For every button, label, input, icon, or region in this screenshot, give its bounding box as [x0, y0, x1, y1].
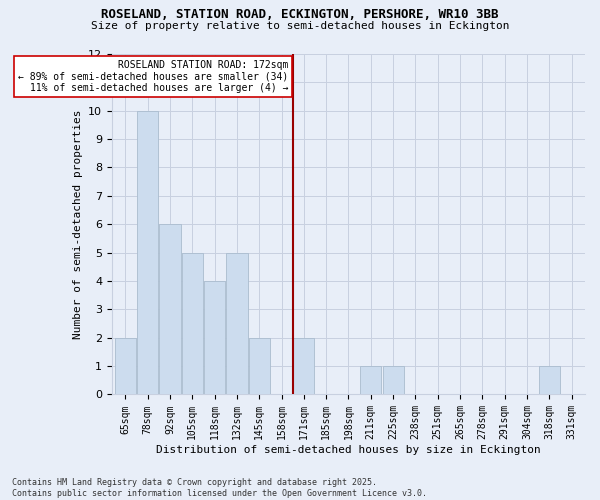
Bar — [115, 338, 136, 394]
Bar — [137, 110, 158, 395]
X-axis label: Distribution of semi-detached houses by size in Eckington: Distribution of semi-detached houses by … — [156, 445, 541, 455]
Bar — [293, 338, 314, 394]
Y-axis label: Number of semi-detached properties: Number of semi-detached properties — [73, 110, 83, 339]
Bar — [539, 366, 560, 394]
Bar — [226, 252, 248, 394]
Bar — [383, 366, 404, 394]
Bar — [204, 281, 225, 394]
Text: Size of property relative to semi-detached houses in Eckington: Size of property relative to semi-detach… — [91, 21, 509, 31]
Bar — [248, 338, 270, 394]
Bar — [160, 224, 181, 394]
Text: Contains HM Land Registry data © Crown copyright and database right 2025.
Contai: Contains HM Land Registry data © Crown c… — [12, 478, 427, 498]
Bar — [360, 366, 382, 394]
Text: ROSELAND STATION ROAD: 172sqm
← 89% of semi-detached houses are smaller (34)
11%: ROSELAND STATION ROAD: 172sqm ← 89% of s… — [18, 60, 288, 93]
Text: ROSELAND, STATION ROAD, ECKINGTON, PERSHORE, WR10 3BB: ROSELAND, STATION ROAD, ECKINGTON, PERSH… — [101, 8, 499, 20]
Bar — [182, 252, 203, 394]
